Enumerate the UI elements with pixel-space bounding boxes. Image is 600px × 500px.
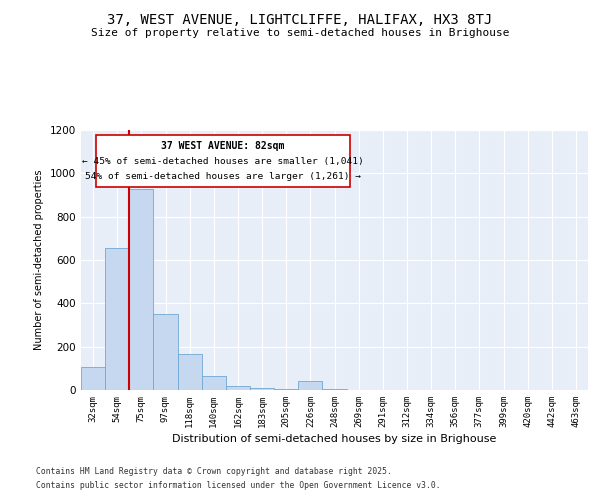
Text: Size of property relative to semi-detached houses in Brighouse: Size of property relative to semi-detach… — [91, 28, 509, 38]
Bar — [274, 389, 298, 390]
Text: Contains HM Land Registry data © Crown copyright and database right 2025.: Contains HM Land Registry data © Crown c… — [36, 467, 392, 476]
Y-axis label: Number of semi-detached properties: Number of semi-detached properties — [34, 170, 44, 350]
Bar — [178, 354, 202, 390]
Bar — [298, 382, 322, 390]
Bar — [81, 367, 105, 390]
Text: 54% of semi-detached houses are larger (1,261) →: 54% of semi-detached houses are larger (… — [85, 172, 361, 182]
Bar — [154, 314, 178, 390]
Text: ← 45% of semi-detached houses are smaller (1,041): ← 45% of semi-detached houses are smalle… — [82, 156, 364, 166]
Bar — [250, 388, 274, 390]
Text: 37 WEST AVENUE: 82sqm: 37 WEST AVENUE: 82sqm — [161, 140, 284, 150]
Text: Contains public sector information licensed under the Open Government Licence v3: Contains public sector information licen… — [36, 481, 440, 490]
Bar — [105, 248, 129, 390]
X-axis label: Distribution of semi-detached houses by size in Brighouse: Distribution of semi-detached houses by … — [172, 434, 497, 444]
Bar — [322, 389, 347, 390]
Bar — [129, 188, 154, 390]
Bar — [202, 376, 226, 390]
Text: 37, WEST AVENUE, LIGHTCLIFFE, HALIFAX, HX3 8TJ: 37, WEST AVENUE, LIGHTCLIFFE, HALIFAX, H… — [107, 12, 493, 26]
Bar — [226, 386, 250, 390]
